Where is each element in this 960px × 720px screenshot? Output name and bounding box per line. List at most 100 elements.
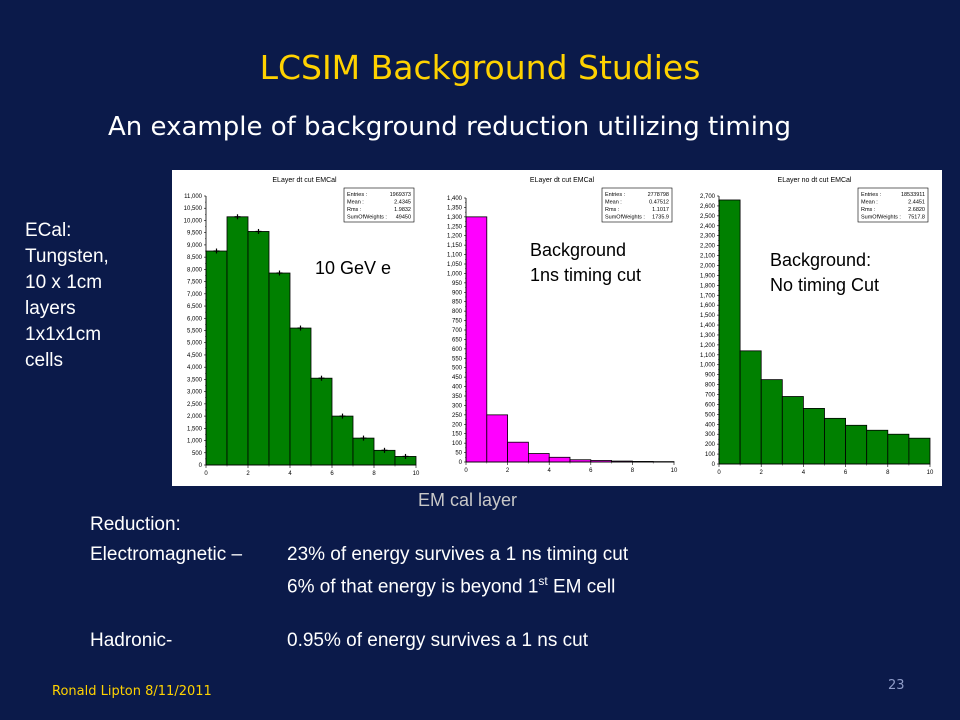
y-tick-label: 500	[452, 366, 463, 372]
histogram-bar	[887, 433, 910, 465]
y-tick-label: 900	[705, 373, 716, 379]
chart-title: ELayer dt cut EMCal	[530, 177, 595, 184]
x-axis-label: EM cal layer	[418, 490, 518, 510]
y-tick-label: 1,800	[700, 283, 716, 289]
y-tick-label: 1,000	[447, 271, 463, 277]
y-tick-label: 1,300	[700, 333, 716, 339]
y-tick-label: 2,700	[700, 194, 716, 200]
chart-title: ELayer dt cut EMCal	[272, 177, 337, 184]
stats-label: Entries :	[347, 192, 368, 198]
y-tick-label: 1,000	[700, 363, 716, 369]
y-tick-label: 1,100	[447, 253, 463, 259]
stats-box	[857, 187, 929, 223]
stats-label: Mean :	[861, 200, 878, 206]
histogram-panels: ELayer dt cut EMCal 0 500 1,000 1,500 2,000 2,…	[172, 170, 942, 486]
y-tick-label: 1,500	[187, 426, 203, 432]
y-tick-label: 900	[452, 290, 463, 296]
stats-box	[601, 187, 673, 223]
y-tick-label: 3,000	[187, 390, 203, 396]
y-tick-label: 700	[452, 328, 463, 334]
y-tick-label: 800	[452, 309, 463, 315]
stats-value: 18533911	[901, 192, 925, 198]
stats-label: SumOfWeights :	[347, 215, 387, 221]
stats-value: 7517.8	[908, 215, 925, 221]
stats-value: 1735.9	[652, 215, 669, 221]
histogram-bar	[739, 350, 762, 465]
histogram-bar	[331, 415, 354, 466]
histogram-panel-bg-cut: ELayer dt cut EMCal 0 50 100 150 200 250 300 350…	[437, 170, 687, 486]
y-tick-label: 7,500	[187, 280, 203, 286]
y-tick-label: 1,400	[700, 323, 716, 329]
y-tick-label: 1,000	[187, 439, 203, 445]
reduction-em-label: Electromagnetic –	[90, 544, 243, 565]
overlay-bg-cut-line-1: Background	[530, 240, 627, 260]
x-tick-label: 6	[330, 471, 334, 477]
x-tick-label: 2	[246, 471, 250, 477]
y-tick-label: 300	[705, 432, 716, 438]
x-tick-label: 2	[506, 468, 510, 474]
y-tick-label: 200	[452, 422, 463, 428]
stats-label: Rms :	[605, 207, 620, 213]
y-tick-label: 2,200	[700, 244, 716, 250]
y-tick-label: 400	[452, 385, 463, 391]
overlay-bg-cut-line-2: 1ns timing cut	[530, 265, 642, 285]
y-tick-label: 600	[452, 347, 463, 353]
ecal-line-6: cells	[25, 350, 64, 371]
histogram-bar	[866, 429, 889, 465]
x-tick-label: 10	[927, 470, 934, 476]
reduction-em-line-2-post: EM cell	[547, 576, 616, 598]
x-tick-label: 4	[548, 468, 552, 474]
histogram-bar	[352, 437, 375, 466]
y-tick-label: 500	[705, 412, 716, 418]
x-tick-label: 0	[717, 470, 721, 476]
y-tick-label: 2,300	[700, 234, 716, 240]
x-tick-label: 2	[760, 470, 764, 476]
y-tick-label: 2,000	[187, 414, 203, 420]
y-tick-label: 1,600	[700, 303, 716, 309]
y-tick-label: 10,500	[184, 206, 203, 212]
histogram-bar	[465, 216, 488, 463]
stats-label: SumOfWeights :	[605, 215, 645, 221]
y-tick-label: 350	[452, 394, 463, 400]
y-tick-label: 950	[452, 281, 463, 287]
x-tick-label: 0	[464, 468, 468, 474]
y-tick-label: 100	[705, 452, 716, 458]
overlay-label-bg-cut: Background 1ns timing cut	[530, 238, 641, 288]
histogram-bar	[486, 414, 508, 463]
y-tick-label: 700	[705, 393, 716, 399]
histogram-bar	[718, 199, 741, 465]
reduction-had-line: 0.95% of energy survives a 1 ns cut	[287, 630, 588, 651]
stats-label: Rms :	[861, 207, 876, 213]
histogram-panel-signal: ELayer dt cut EMCal 0 500 1,000 1,500 2,000 2,…	[172, 170, 437, 486]
x-tick-label: 8	[372, 471, 376, 477]
y-tick-label: 1,200	[447, 234, 463, 240]
reduction-had-label: Hadronic-	[90, 630, 173, 651]
stats-label: Mean :	[605, 200, 622, 206]
y-tick-label: 8,500	[187, 255, 203, 261]
x-tick-label: 8	[886, 470, 890, 476]
reduction-em-line-2: 6% of that energy is beyond 1st EM cell	[287, 574, 615, 598]
y-tick-label: 9,500	[187, 231, 203, 237]
reduction-em-line-2-sup: st	[538, 574, 548, 588]
y-tick-label: 750	[452, 319, 463, 325]
y-tick-label: 9,000	[187, 243, 203, 249]
x-tick-label: 4	[288, 471, 292, 477]
y-tick-label: 3,500	[187, 377, 203, 383]
x-tick-label: 10	[413, 471, 420, 477]
y-tick-label: 1,700	[700, 293, 716, 299]
histogram-bar	[548, 456, 571, 463]
y-tick-label: 100	[452, 441, 463, 447]
x-tick-label: 6	[844, 470, 848, 476]
y-tick-label: 1,900	[700, 273, 716, 279]
histogram-bar	[507, 441, 529, 463]
histogram-bar	[528, 453, 550, 463]
page-number: 23	[888, 678, 905, 693]
x-tick-label: 10	[671, 468, 678, 474]
y-tick-label: 400	[705, 422, 716, 428]
y-tick-label: 1,400	[447, 196, 463, 202]
y-tick-label: 1,050	[447, 262, 463, 268]
y-tick-label: 4,500	[187, 353, 203, 359]
y-tick-label: 8,000	[187, 267, 203, 273]
stats-label: Mean :	[347, 200, 364, 206]
overlay-bg-nocut-line-2: No timing Cut	[770, 275, 880, 295]
